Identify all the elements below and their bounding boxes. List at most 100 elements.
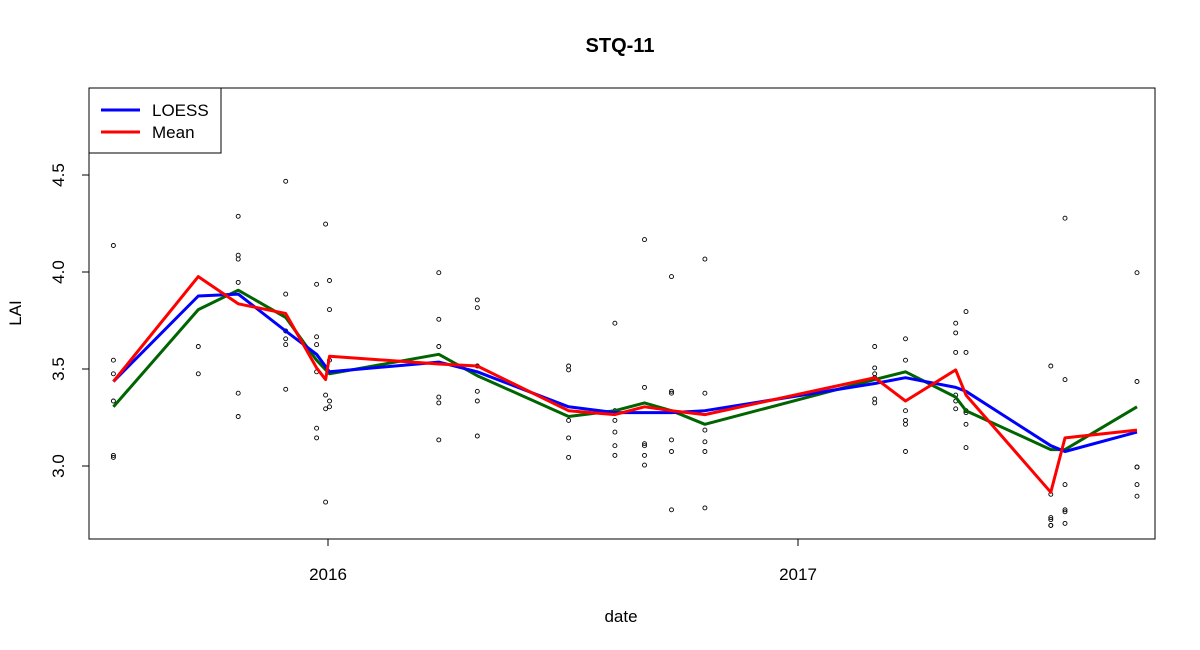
data-point — [1062, 520, 1068, 526]
data-point — [702, 439, 708, 445]
data-point — [642, 384, 647, 390]
data-point — [327, 398, 332, 404]
data-point — [314, 334, 320, 340]
data-point — [327, 307, 332, 313]
series-line-mean — [112, 275, 1138, 494]
data-point — [110, 357, 116, 363]
data-point — [235, 414, 241, 419]
data-point — [872, 371, 878, 377]
y-ticks: 3.0 3.5 4.0 4.5 — [49, 163, 89, 478]
x-tick-label: 2016 — [309, 565, 347, 584]
data-point — [110, 398, 116, 404]
data-point — [323, 406, 329, 412]
data-point — [327, 278, 332, 283]
data-point — [612, 417, 618, 423]
data-point — [872, 365, 878, 371]
data-point — [1048, 517, 1054, 523]
y-tick-label: 3.5 — [49, 357, 68, 381]
data-point — [702, 449, 708, 454]
data-point — [323, 499, 329, 505]
data-point — [235, 279, 241, 285]
data-point — [1048, 515, 1054, 521]
data-point — [235, 252, 241, 258]
data-point — [612, 320, 618, 326]
data-point — [235, 213, 241, 219]
data-point — [953, 320, 959, 326]
legend-box — [88, 87, 222, 154]
y-axis-label: LAI — [6, 300, 25, 326]
data-point — [1134, 379, 1140, 384]
data-point — [474, 388, 480, 394]
y-tick-label: 4.0 — [49, 260, 68, 284]
data-point — [903, 357, 908, 363]
data-point — [327, 404, 332, 410]
data-point — [566, 417, 572, 423]
data-point — [566, 367, 572, 373]
data-point — [474, 433, 480, 439]
data-point — [314, 342, 320, 348]
data-point — [195, 371, 201, 377]
data-point — [903, 336, 908, 342]
data-point — [1134, 482, 1140, 488]
data-point — [702, 390, 708, 396]
data-point — [642, 452, 647, 458]
data-point — [702, 256, 708, 262]
data-point — [612, 429, 618, 435]
chart-title: STQ-11 — [586, 35, 655, 57]
data-point — [1062, 509, 1068, 515]
data-point — [110, 371, 116, 377]
data-point — [110, 454, 116, 460]
data-point — [323, 221, 329, 227]
legend: LOESS Mean — [88, 87, 222, 154]
series-line-green — [112, 288, 1138, 452]
data-point — [872, 400, 878, 406]
data-point — [314, 425, 320, 431]
data-point — [436, 270, 442, 276]
data-point — [1062, 507, 1068, 513]
data-point — [903, 449, 908, 454]
data-point — [436, 394, 442, 400]
data-point — [669, 390, 674, 396]
data-point — [612, 443, 618, 449]
x-tick-label: 2017 — [779, 565, 817, 584]
data-point — [903, 417, 908, 423]
data-point — [283, 336, 289, 342]
series-lines — [112, 275, 1138, 494]
data-point — [283, 386, 289, 392]
data-point — [963, 421, 969, 427]
data-point — [702, 505, 708, 511]
data-point — [669, 449, 674, 454]
data-point — [963, 445, 969, 451]
data-point — [566, 454, 572, 460]
data-point — [283, 178, 289, 184]
data-point — [953, 349, 959, 355]
data-point — [195, 344, 201, 349]
data-point — [669, 388, 674, 394]
data-point — [642, 237, 647, 243]
data-point — [436, 316, 442, 322]
legend-label-loess: LOESS — [152, 101, 209, 120]
data-point — [314, 435, 320, 441]
data-point — [110, 452, 116, 458]
y-tick-label: 3.0 — [49, 454, 68, 478]
data-point — [235, 256, 241, 262]
data-point — [323, 392, 329, 398]
data-point — [1134, 493, 1140, 499]
data-point — [474, 398, 480, 404]
scatter-points — [110, 178, 1140, 528]
x-ticks: 2016 2017 — [309, 539, 817, 584]
data-point — [1062, 482, 1068, 488]
data-point — [1134, 270, 1140, 276]
data-point — [1062, 215, 1068, 221]
data-point — [612, 452, 618, 458]
data-point — [436, 400, 442, 406]
data-point — [903, 408, 908, 414]
x-axis-label: date — [604, 607, 637, 626]
data-point — [872, 344, 878, 349]
data-point — [669, 507, 674, 513]
legend-label-mean: Mean — [152, 123, 195, 142]
data-point — [283, 342, 289, 348]
data-point — [642, 462, 647, 468]
data-point — [436, 344, 442, 349]
